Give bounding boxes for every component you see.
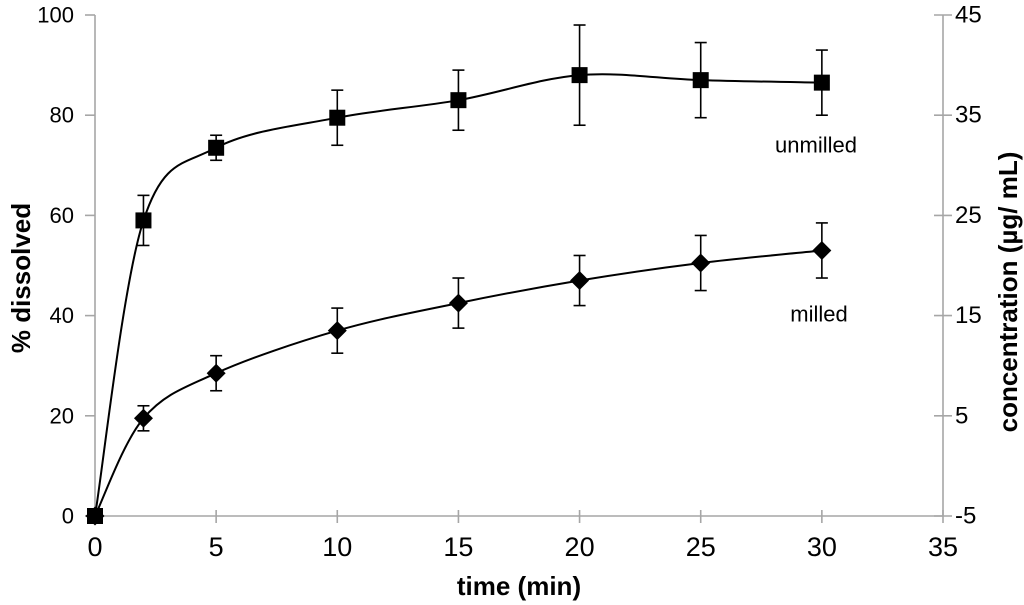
x-tick-label: 10 [322,532,352,562]
series-label-milled: milled [790,302,847,327]
y-right-tick-label: 45 [955,2,982,29]
series-unmilled: unmilled [87,24,857,524]
series-label-unmilled: unmilled [775,133,857,158]
marker-diamond-milled [206,363,226,383]
marker-square-unmilled [329,109,346,126]
x-tick-label: 0 [87,532,102,562]
marker-square-unmilled [450,92,467,109]
marker-square-unmilled [571,67,588,84]
marker-diamond-milled [85,506,105,526]
marker-square-unmilled [692,72,709,89]
series-milled-line [94,249,823,517]
y-left-tick-label: 20 [50,403,74,428]
series-unmilled-line [94,73,822,517]
y-left-tick-label: 80 [50,103,74,128]
x-tick-label: 30 [807,532,837,562]
y-right-tick-label: 5 [955,402,968,429]
x-tick-label: 25 [686,532,716,562]
marker-diamond-milled [691,253,711,273]
marker-diamond-milled [448,293,468,313]
y-axis-left-title: % dissolved [6,203,36,353]
marker-diamond-milled [570,271,590,291]
axes: 0 5 10 15 20 25 30 35 0 20 40 60 80 100 -5 5 15 25 35 45 tim… [6,2,1023,602]
y-right-tick-label: 35 [955,102,982,129]
marker-square-unmilled [208,139,225,156]
x-tick-label: 5 [209,532,224,562]
marker-diamond-milled [812,240,832,260]
marker-square-unmilled [813,74,830,91]
y-right-tick-label: 25 [955,202,982,229]
y-right-tick-label: -5 [955,503,976,530]
marker-diamond-milled [327,321,347,341]
y-left-tick-label: 100 [37,3,74,28]
y-left-tick-label: 0 [62,504,74,529]
x-tick-label: 15 [443,532,473,562]
y-left-tick-label: 40 [50,303,74,328]
y-left-tick-label: 60 [50,203,74,228]
x-tick-label: 35 [928,532,958,562]
x-tick-label: 20 [565,532,595,562]
y-right-tick-label: 15 [955,302,982,329]
marker-diamond-milled [133,408,153,428]
y-axis-right-title: concentration (µg/ mL) [993,152,1023,433]
marker-square-unmilled [135,212,152,229]
x-axis-title: time (min) [457,571,581,601]
series-milled: milled [85,222,848,526]
